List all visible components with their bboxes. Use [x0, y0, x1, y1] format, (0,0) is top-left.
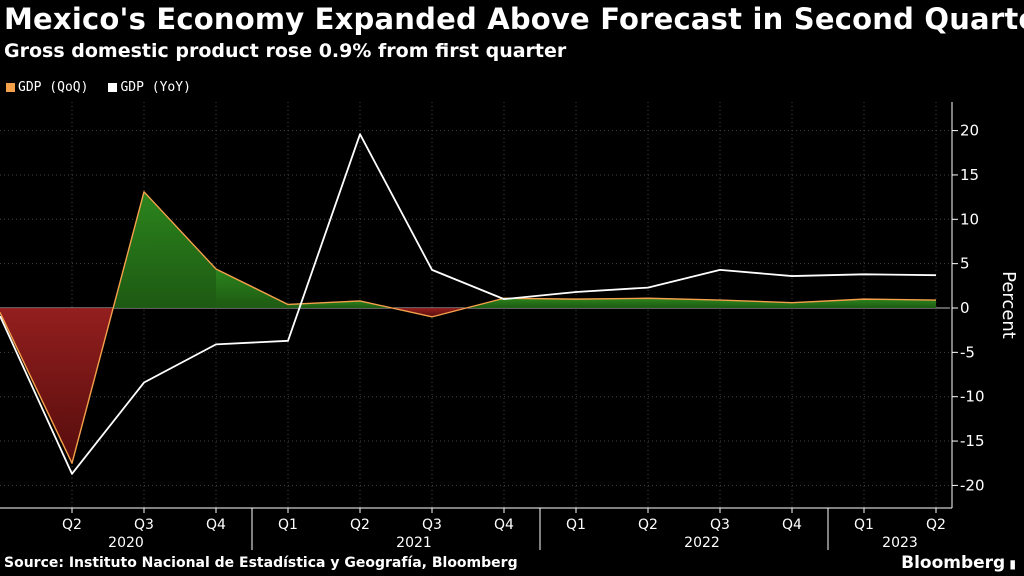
legend-label-yoy: GDP (YoY): [120, 80, 191, 95]
x-tick-label: Q3: [134, 517, 154, 533]
brand-label: Bloomberg: [901, 553, 1006, 573]
x-tick-label: Q2: [62, 517, 82, 533]
x-tick-label: Q2: [350, 517, 370, 533]
legend-swatch-yoy: [108, 83, 118, 92]
y-tick-label: 10: [960, 210, 979, 228]
yoy-line: [0, 133, 937, 475]
x-tick-label: Q1: [566, 517, 586, 533]
source-note: Source: Instituto Nacional de Estadístic…: [4, 555, 518, 571]
x-tick-label: Q3: [710, 517, 730, 533]
legend-label-qoq: GDP (QoQ): [18, 80, 89, 95]
y-tick-label: 20: [960, 122, 979, 140]
x-tick-label: Q4: [206, 517, 226, 533]
chart-title: Mexico's Economy Expanded Above Forecast…: [4, 2, 1024, 36]
legend-swatch-qoq: [6, 83, 15, 92]
x-year-label: 2020: [108, 535, 144, 551]
line-layer: [0, 133, 937, 475]
x-tick-label: Q4: [494, 517, 514, 533]
brand-mark-icon: ▮: [1005, 557, 1016, 571]
qoq-area-positive: [144, 191, 216, 308]
y-tick-label: -5: [960, 343, 975, 361]
axes-layer: 20 15 10 5 0 -5 -10 -15 -20 Q2 Q3 Q4 Q1 Q2 Q3 Q4 Q1 Q2 Q3 Q…: [0, 102, 985, 551]
x-year-label: 2023: [882, 535, 918, 551]
legend-item-yoy: GDP (YoY): [108, 80, 191, 95]
qoq-area-positive: [288, 300, 360, 308]
x-tick-label: Q4: [782, 517, 802, 533]
qoq-area-positive: [216, 268, 288, 308]
y-tick-label: -15: [960, 432, 985, 450]
x-year-label: 2022: [684, 535, 720, 551]
legend-item-qoq: GDP (QoQ): [6, 80, 88, 95]
qoq-area-positive: [864, 299, 936, 308]
qoq-area-positive: [648, 298, 720, 308]
y-tick-label: 5: [960, 255, 970, 273]
x-year-label: 2021: [396, 535, 432, 551]
x-tick-label: Q3: [422, 517, 442, 533]
y-tick-label: 0: [960, 299, 970, 317]
y-tick-label: -20: [960, 476, 985, 494]
y-axis-label: Percent: [998, 271, 1019, 339]
x-tick-label: Q1: [278, 517, 298, 533]
bloomberg-logo: Bloomberg ▮: [901, 553, 1016, 573]
qoq-area-positive: [576, 298, 648, 308]
x-tick-label: Q1: [854, 517, 874, 533]
x-tick-label: Q2: [638, 517, 658, 533]
y-tick-label: -10: [960, 388, 985, 406]
y-tick-label: 15: [960, 166, 979, 184]
chart-subtitle: Gross domestic product rose 0.9% from fi…: [4, 40, 567, 62]
legend: GDP (QoQ) GDP (YoY): [6, 80, 191, 95]
qoq-area-positive: [792, 299, 864, 308]
area-layer: [0, 191, 936, 464]
x-tick-label: Q2: [926, 517, 946, 533]
qoq-area-positive: [504, 298, 576, 308]
qoq-line: [0, 191, 937, 464]
